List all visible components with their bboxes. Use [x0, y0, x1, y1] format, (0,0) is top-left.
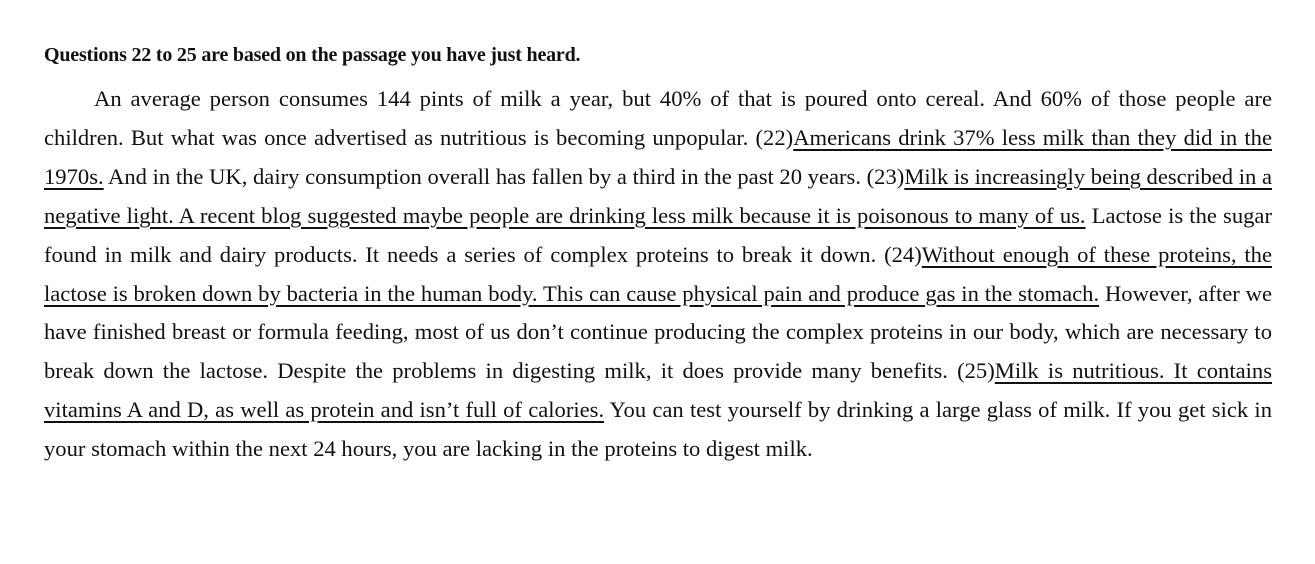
- underlined-answer-23: Milk is increasingly being described in …: [44, 163, 1273, 228]
- question-marker-22: (22): [755, 124, 794, 150]
- passage-segment: You can test yourself by drinking a larg…: [44, 397, 1272, 462]
- question-marker-24: (24): [884, 241, 922, 267]
- underlined-answer-22: Americans drink 37% less milk than they …: [44, 124, 1272, 189]
- question-marker-23: (23): [866, 163, 905, 189]
- underlined-answer-24: Without enough of these proteins, the la…: [44, 241, 1272, 306]
- passage-segment: And in the UK, dairy consumption overall…: [103, 163, 867, 189]
- passage-segment: However, after we have finished breast o…: [44, 280, 1272, 384]
- passage-segment: An average person consumes 144 pints of …: [44, 86, 1272, 150]
- question-marker-25: (25): [957, 358, 995, 384]
- passage-paragraph: An average person consumes 144 pints of …: [44, 80, 1272, 469]
- underlined-answer-25: Milk is nutritious. It contains vitamins…: [44, 358, 1272, 423]
- passage-segment: Lactose is the sugar found in milk and d…: [44, 202, 1272, 267]
- questions-heading: Questions 22 to 25 are based on the pass…: [44, 44, 581, 66]
